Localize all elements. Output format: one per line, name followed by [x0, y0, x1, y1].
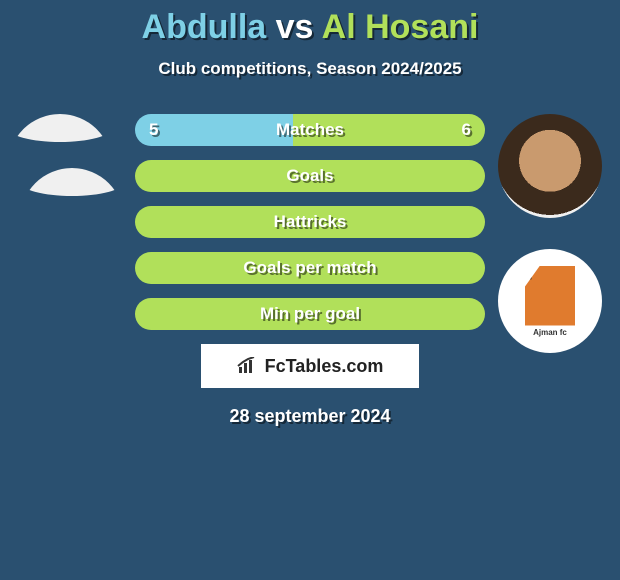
date-text: 28 september 2024	[0, 406, 620, 427]
stat-label: Matches	[135, 114, 485, 146]
brand-text: FcTables.com	[265, 356, 384, 377]
comparison-title: Abdulla vs Al Hosani	[0, 8, 620, 47]
stat-row-goals-per-match: Goals per match	[135, 252, 485, 284]
subtitle: Club competitions, Season 2024/2025	[0, 59, 620, 79]
stat-value-player2: 6	[462, 114, 471, 146]
player1-club-avatar	[20, 168, 124, 272]
stat-row-min-per-goal: Min per goal	[135, 298, 485, 330]
stat-label: Goals per match	[135, 252, 485, 284]
club-name: Ajman fc	[533, 328, 567, 337]
brand-box: FcTables.com	[201, 344, 419, 388]
stat-row-goals: Goals	[135, 160, 485, 192]
player1-name: Abdulla	[142, 8, 267, 46]
vs-text: vs	[276, 8, 314, 46]
player2-avatar	[498, 114, 602, 218]
player2-name: Al Hosani	[322, 8, 479, 46]
stat-row-matches: Matches5 6	[135, 114, 485, 146]
player2-club-avatar: Ajman fc	[498, 249, 602, 353]
content-area: Ajman fc Matches5 6 Goals Hattricks Goals pe…	[0, 114, 620, 427]
stat-label: Min per goal	[135, 298, 485, 330]
stat-value-player1: 5	[149, 114, 158, 146]
stat-label: Hattricks	[135, 206, 485, 238]
stat-row-hattricks: Hattricks	[135, 206, 485, 238]
stat-label: Goals	[135, 160, 485, 192]
brand-chart-icon	[237, 357, 259, 375]
